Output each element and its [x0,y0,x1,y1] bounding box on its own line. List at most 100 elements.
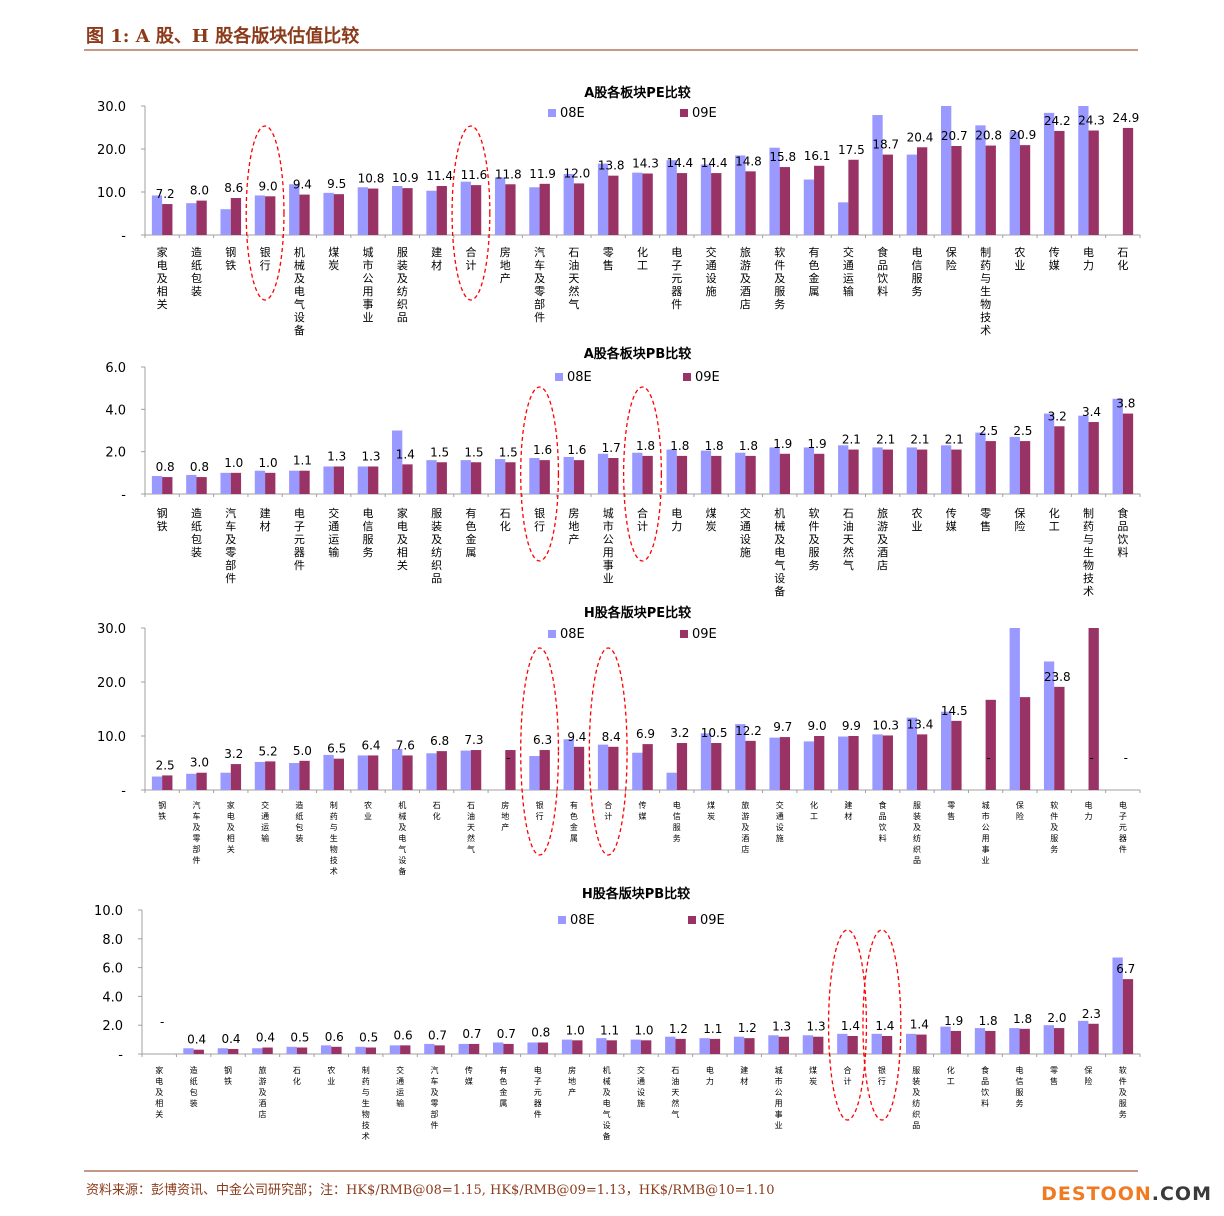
bar-09E [985,1030,996,1054]
category-char: 行 [878,1076,886,1086]
category-char: 服 [397,246,408,259]
category-char: 气 [467,844,475,854]
legend-label-08E: 08E [570,913,595,928]
bar-09E [1054,686,1065,790]
data-label: 1.0 [566,1023,585,1037]
category-label: 建材 [844,800,852,821]
bar-09E [230,198,242,235]
category-label: 零售 [980,507,991,533]
category-label: 合计 [604,800,612,821]
category-char: 药 [980,259,991,272]
category-char: 石 [433,801,441,810]
category-char: 织 [397,298,408,311]
category-char: 物 [1083,558,1094,572]
data-label: 7.3 [464,733,483,747]
data-label: 1.8 [705,439,724,453]
bar-08E [735,724,746,790]
category-char: 旅 [877,506,888,520]
bar-09E [470,185,482,235]
category-char: 零 [225,546,236,559]
category-char: 电 [671,246,682,259]
category-char: 术 [980,324,991,337]
category-char: 电 [774,546,785,559]
highlight-ellipse [451,125,491,301]
category-char: 色 [499,1076,507,1086]
category-char: 售 [980,519,991,533]
category-char: 险 [1084,1076,1092,1086]
data-label: 1.8 [670,439,689,453]
category-char: 件 [1119,844,1127,854]
data-label: 24.9 [1112,111,1139,125]
category-char: 信 [1016,1076,1024,1086]
bar-09E [402,188,413,235]
bar-09E [641,1040,652,1054]
y-tick-label: 8.0 [102,933,123,948]
category-char: 及 [294,272,305,285]
category-label: 化工 [1049,506,1060,533]
category-char: 房 [501,800,509,810]
data-label: 9.4 [567,730,586,744]
data-label: 18.7 [872,138,899,152]
bar-08E [975,432,986,494]
data-label: 20.7 [941,129,968,143]
category-char: 合 [843,1065,851,1075]
bar-08E [630,1039,641,1054]
bar-09E [400,1045,411,1054]
bar-09E [711,743,722,790]
bar-09E [745,455,756,494]
category-char: 相 [397,546,408,559]
category-char: 石 [500,507,511,520]
category-char: 城 [775,1066,783,1075]
category-label: 钢铁 [158,800,166,821]
category-char: 有 [499,1065,507,1075]
y-tick-label: - [121,488,126,503]
bar-09E [193,1049,204,1054]
category-char: 软 [1050,800,1058,810]
category-char: 通 [396,1076,404,1086]
category-char: 通 [637,1076,645,1086]
bar-08E [975,125,986,235]
data-label: 0.8 [531,1025,550,1039]
data-label: 10.9 [392,171,419,185]
y-tick-label: 30.0 [97,622,126,637]
data-label: 1.4 [841,1019,860,1033]
data-label: 2.5 [1013,424,1032,438]
bar-09E [675,1038,686,1054]
category-char: 产 [568,1087,576,1097]
bar-08E [527,1042,538,1054]
bar-09E [162,477,173,494]
data-label: 1.3 [361,449,380,463]
category-char: 有 [465,506,476,520]
category-char: 天 [568,272,579,285]
category-char: 品 [877,259,888,272]
bar-09E [196,477,207,494]
category-char: 石 [467,801,475,810]
category-char: 及 [774,533,785,546]
bar-09E [299,470,310,494]
bar-09E [745,171,756,235]
data-label: 1.8 [739,439,758,453]
category-char: 机 [398,800,406,810]
category-char: 地 [568,1076,576,1086]
bar-09E [299,760,310,790]
category-char: 相 [157,285,168,298]
bar-09E [1019,697,1031,790]
category-char: 械 [398,811,406,821]
category-label: 农业 [364,800,372,821]
category-char: 务 [1050,844,1058,854]
bar-09E [162,204,173,235]
legend-label-09E: 09E [692,106,717,121]
bar-08E [183,1048,194,1054]
bar-09E [744,1038,755,1054]
bar-09E [606,1040,617,1054]
category-char: 造 [191,245,202,259]
